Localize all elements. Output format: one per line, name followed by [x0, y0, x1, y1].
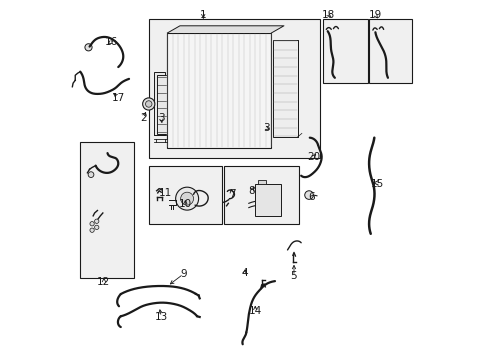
- Circle shape: [90, 222, 94, 226]
- Circle shape: [145, 101, 152, 107]
- Circle shape: [175, 187, 198, 210]
- Text: 3: 3: [262, 123, 269, 133]
- Bar: [322, 19, 367, 83]
- Bar: [153, 72, 165, 135]
- Text: 12: 12: [97, 277, 110, 287]
- Bar: [148, 166, 222, 225]
- Circle shape: [94, 219, 99, 224]
- Bar: [80, 142, 134, 278]
- Bar: [156, 75, 166, 134]
- Circle shape: [304, 191, 313, 199]
- Text: 10: 10: [179, 199, 191, 210]
- Text: 4: 4: [241, 268, 247, 278]
- Text: 8: 8: [248, 186, 254, 196]
- Text: 6: 6: [308, 192, 315, 202]
- Text: 19: 19: [368, 10, 381, 20]
- Circle shape: [180, 192, 193, 205]
- Text: 17: 17: [111, 93, 124, 103]
- Text: 14: 14: [248, 306, 262, 316]
- Text: 20: 20: [306, 152, 319, 162]
- Circle shape: [90, 228, 94, 232]
- Text: 13: 13: [154, 312, 167, 322]
- Bar: [223, 166, 298, 225]
- Text: 15: 15: [370, 179, 383, 189]
- Text: 11: 11: [159, 188, 172, 198]
- Text: 7: 7: [228, 189, 235, 199]
- Text: 2: 2: [140, 113, 146, 123]
- Polygon shape: [167, 26, 284, 33]
- Text: 9: 9: [180, 269, 186, 279]
- Circle shape: [88, 172, 94, 177]
- Text: 1: 1: [200, 10, 206, 20]
- Circle shape: [94, 225, 99, 229]
- Bar: [273, 40, 297, 137]
- Bar: [167, 33, 271, 148]
- Circle shape: [85, 44, 92, 51]
- Circle shape: [142, 98, 155, 110]
- Text: 16: 16: [104, 37, 118, 47]
- Bar: [148, 19, 320, 158]
- Bar: [255, 184, 281, 216]
- Text: 3: 3: [158, 113, 164, 123]
- Bar: [368, 19, 411, 83]
- Text: 5: 5: [290, 271, 297, 281]
- Bar: [258, 180, 265, 184]
- Text: 18: 18: [322, 10, 335, 20]
